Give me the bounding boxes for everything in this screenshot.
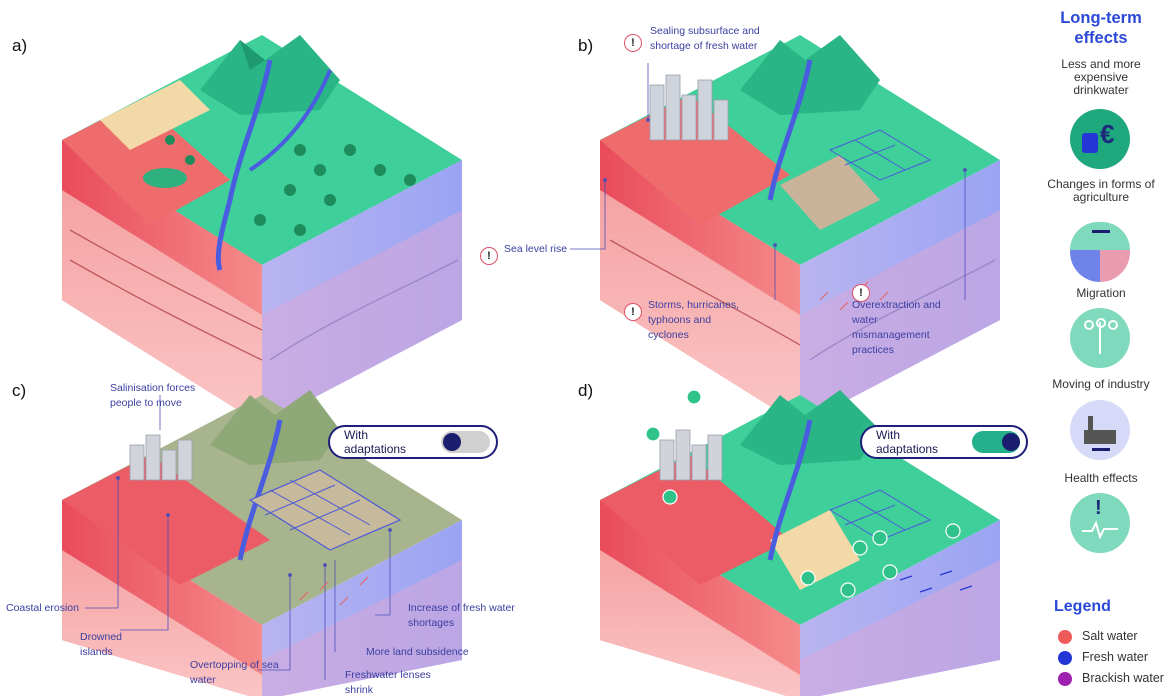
toggle-knob [1001, 433, 1020, 451]
toggle-knob [443, 433, 462, 451]
annotation-land-subsidence: More land subsidence [366, 646, 469, 658]
panel-label-a: a) [12, 36, 28, 55]
warning-icon: ! [624, 34, 642, 52]
annotation-sea-level-rise: Sea level rise [504, 243, 568, 255]
effect-label-migration: Migration [1076, 286, 1126, 300]
migration-icon [1070, 308, 1130, 368]
warning-icon: ! [624, 303, 642, 321]
annotation-overtopping: Overtopping of sea water [190, 659, 279, 686]
brackish-water-swatch-icon [1058, 671, 1072, 686]
annotation-sealing: Sealing subsurface and shortage of fresh… [650, 25, 760, 52]
block-diagram-a [62, 35, 462, 425]
annotation-freshwater-shortages: Increase of fresh water shortages [408, 602, 515, 629]
effect-label-industry: Moving of industry [1052, 377, 1150, 391]
annotation-freshwater-lenses: Freshwater lenses shrink [345, 669, 431, 696]
annotation-storms: Storms, hurricanes, typhoons and cyclone… [648, 299, 740, 341]
adaptations-toggle-d[interactable]: With adaptations [860, 425, 1028, 459]
annotation-drowned-islands: Drowned islands [80, 631, 123, 658]
effect-label-health: Health effects [1064, 471, 1138, 485]
fresh-water-swatch-icon [1058, 650, 1072, 665]
sidebar-title: Long-term effects [1060, 9, 1142, 47]
warning-icon: ! [852, 284, 870, 302]
effect-label-agriculture: Changes in forms of agriculture [1047, 177, 1155, 204]
salt-water-swatch-icon [1058, 629, 1072, 644]
legend-item-fresh: Fresh water [1058, 650, 1148, 665]
panel-label-c: c) [12, 381, 27, 400]
panel-label-b: b) [578, 36, 594, 55]
warning-icon: ! [480, 247, 498, 265]
drinkwater-euro-icon: € [1070, 109, 1130, 169]
toggle-label: With adaptations [344, 428, 407, 456]
effect-label-drinkwater: Less and more expensive drinkwater [1061, 57, 1141, 97]
block-diagram-d [600, 389, 1000, 696]
block-diagram-c [62, 390, 462, 696]
agriculture-change-icon [1070, 222, 1130, 282]
panel-label-d: d) [578, 381, 594, 400]
adaptations-toggle-c[interactable]: With adaptations [328, 425, 498, 459]
toggle-label: With adaptations [876, 428, 939, 456]
legend-title: Legend [1054, 598, 1111, 615]
block-diagram-b [570, 35, 1000, 425]
annotation-overextraction: Overextraction and water mismanagement p… [852, 299, 941, 356]
toggle-switch-off[interactable] [441, 431, 490, 453]
annotation-coastal-erosion: Coastal erosion [6, 602, 79, 614]
toggle-switch-on[interactable] [971, 431, 1020, 453]
health-icon: ! [1070, 493, 1130, 553]
industry-moving-icon [1070, 400, 1130, 460]
legend-item-brackish: Brackish water [1058, 671, 1164, 686]
legend-item-salt: Salt water [1058, 629, 1138, 644]
annotation-salinisation: Salinisation forces people to move [110, 382, 196, 409]
